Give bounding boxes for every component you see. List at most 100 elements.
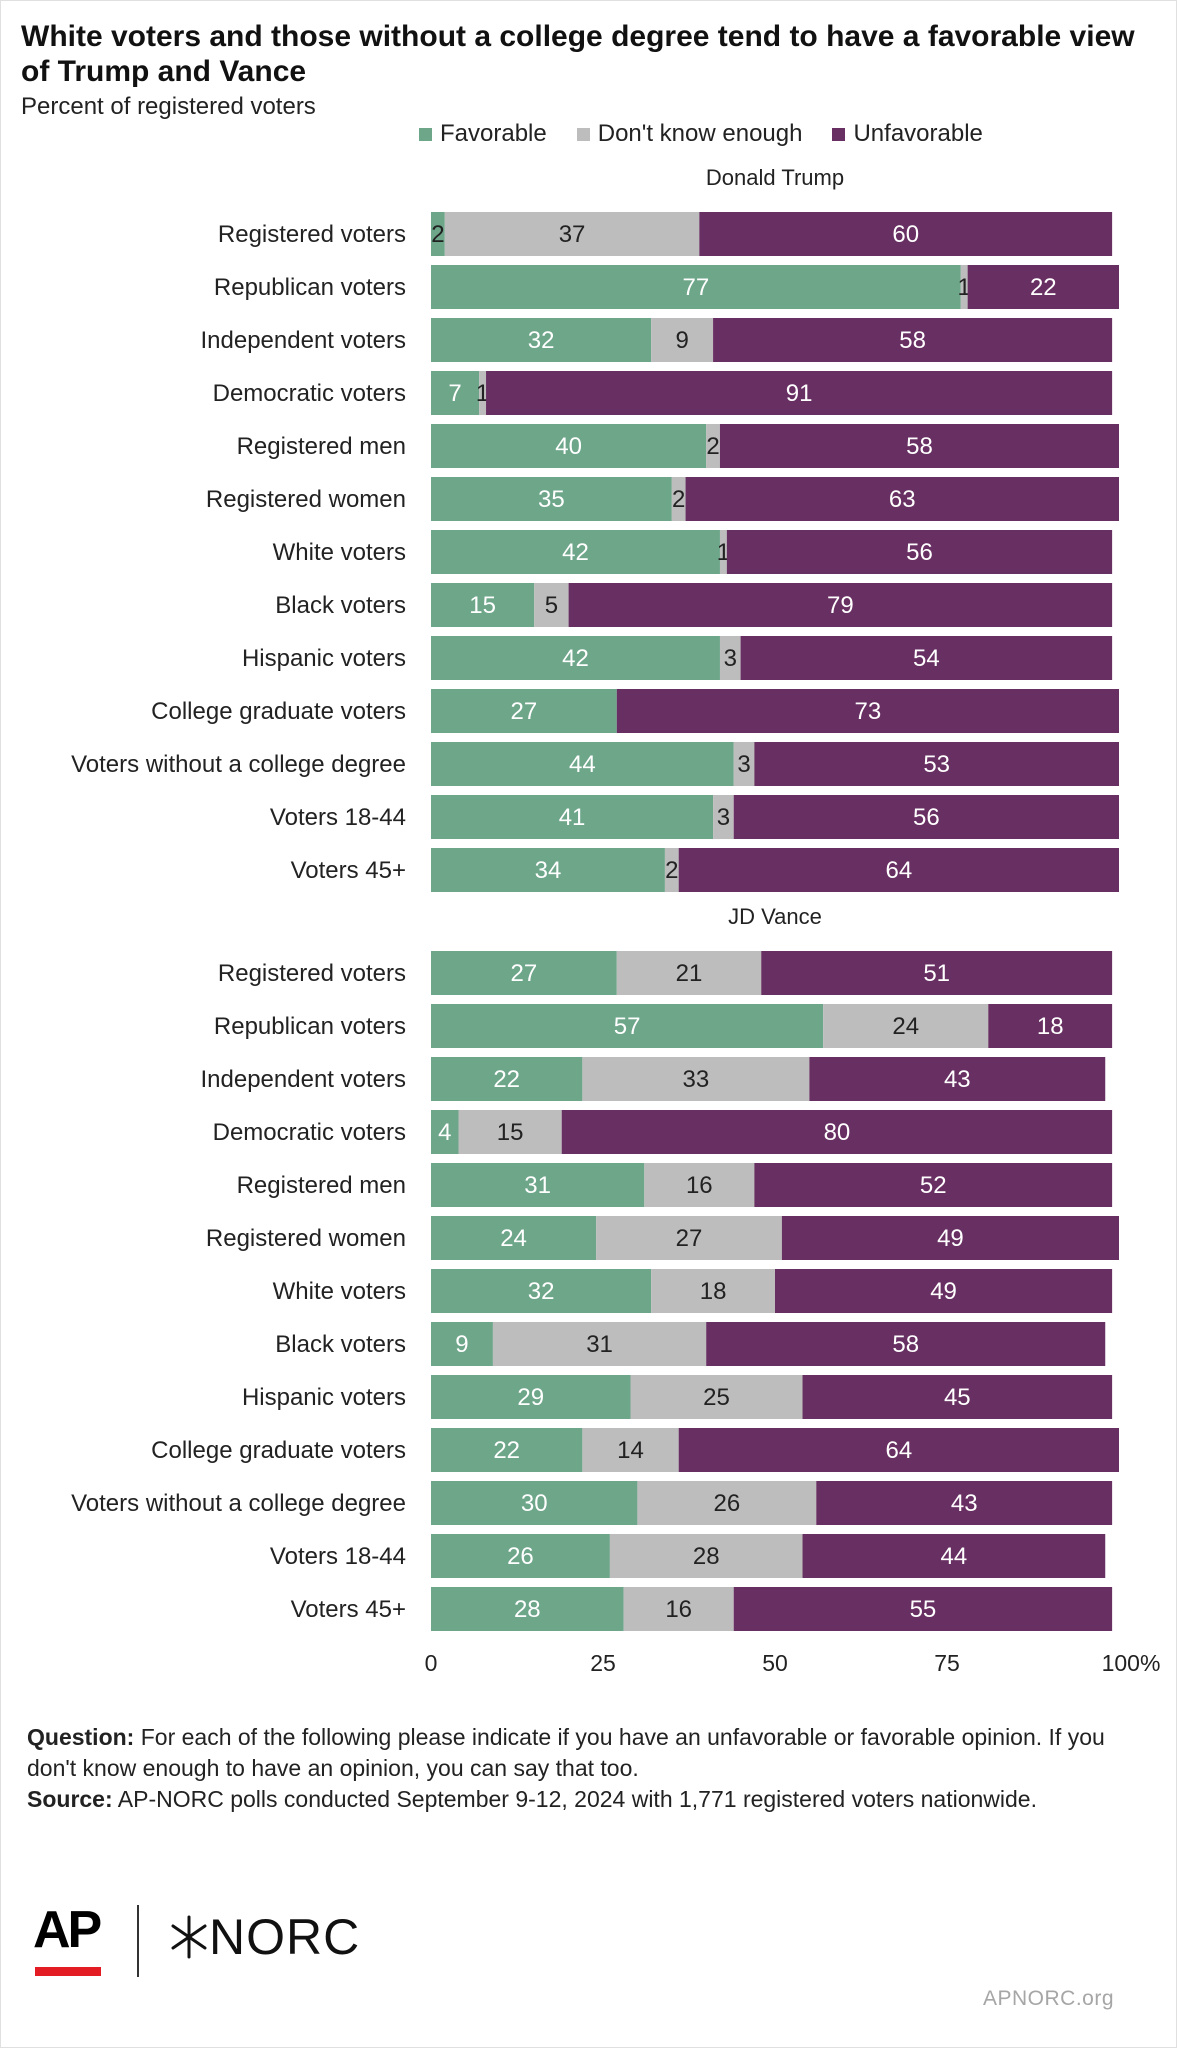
legend-item-unfavorable: Unfavorable bbox=[832, 120, 983, 148]
bar-segment-unfavorable bbox=[726, 530, 1113, 574]
data-label-unfavorable: 58 bbox=[899, 327, 926, 354]
data-label-don-t-know-enough: 16 bbox=[686, 1172, 713, 1199]
chart-title: White voters and those without a college… bbox=[21, 20, 1135, 88]
bar-segment-favorable bbox=[431, 318, 652, 362]
bar-segment-favorable bbox=[431, 1534, 610, 1578]
source-label: Source: bbox=[27, 1786, 113, 1812]
source-note: Source: AP-NORC polls conducted Septembe… bbox=[27, 1784, 1137, 1815]
data-label-don-t-know-enough: 2 bbox=[672, 486, 685, 513]
legend-swatch-unfavorable bbox=[832, 127, 846, 141]
data-label-favorable: 41 bbox=[559, 804, 586, 831]
data-label-favorable: 42 bbox=[562, 645, 589, 672]
bar-segment-unfavorable bbox=[733, 795, 1119, 839]
category-label-jd-vance: Democratic voters bbox=[213, 1119, 406, 1146]
data-label-unfavorable: 80 bbox=[824, 1119, 851, 1146]
bar-segment-don-t-know-enough bbox=[719, 530, 727, 574]
data-label-favorable: 9 bbox=[455, 1331, 468, 1358]
bar-segment-favorable bbox=[431, 1057, 583, 1101]
category-label-jd-vance: College graduate voters bbox=[151, 1437, 406, 1464]
category-label-donald-trump: Democratic voters bbox=[213, 380, 406, 407]
category-label-jd-vance: Voters 45+ bbox=[291, 1596, 406, 1623]
chart-notes: Question: For each of the following plea… bbox=[27, 1722, 1137, 1815]
x-tick-label: 100% bbox=[1102, 1650, 1161, 1676]
bar-segment-don-t-know-enough bbox=[582, 1057, 810, 1101]
data-label-favorable: 29 bbox=[517, 1384, 544, 1411]
bar-segment-don-t-know-enough bbox=[823, 1004, 989, 1048]
data-label-unfavorable: 73 bbox=[855, 698, 882, 725]
data-label-don-t-know-enough: 33 bbox=[683, 1066, 710, 1093]
data-label-don-t-know-enough: 18 bbox=[700, 1278, 727, 1305]
data-label-don-t-know-enough: 24 bbox=[892, 1013, 919, 1040]
category-label-donald-trump: Registered voters bbox=[218, 221, 406, 248]
bar-segment-unfavorable bbox=[988, 1004, 1113, 1048]
bar-segment-don-t-know-enough bbox=[609, 1534, 803, 1578]
data-label-favorable: 27 bbox=[511, 698, 538, 725]
category-label-jd-vance: White voters bbox=[273, 1278, 406, 1305]
data-label-unfavorable: 64 bbox=[885, 1437, 912, 1464]
data-label-don-t-know-enough: 2 bbox=[706, 433, 719, 460]
logo-divider bbox=[137, 1905, 139, 1977]
bar-segment-unfavorable bbox=[809, 1057, 1106, 1101]
bar-segment-unfavorable bbox=[719, 424, 1119, 468]
data-label-don-t-know-enough: 1 bbox=[717, 539, 730, 566]
bar-segment-unfavorable bbox=[967, 265, 1119, 309]
bar-segment-don-t-know-enough bbox=[733, 742, 755, 786]
data-label-unfavorable: 18 bbox=[1037, 1013, 1064, 1040]
bar-segment-don-t-know-enough bbox=[444, 212, 700, 256]
data-label-don-t-know-enough: 9 bbox=[675, 327, 688, 354]
bar-segment-don-t-know-enough bbox=[637, 1481, 817, 1525]
data-label-favorable: 26 bbox=[507, 1543, 534, 1570]
bar-segment-favorable bbox=[431, 424, 707, 468]
bar-segment-favorable bbox=[431, 689, 617, 733]
category-label-jd-vance: Republican voters bbox=[214, 1013, 406, 1040]
data-label-unfavorable: 63 bbox=[889, 486, 916, 513]
data-label-favorable: 35 bbox=[538, 486, 565, 513]
category-label-donald-trump: Hispanic voters bbox=[242, 645, 406, 672]
category-label-donald-trump: White voters bbox=[273, 539, 406, 566]
data-label-favorable: 28 bbox=[514, 1596, 541, 1623]
category-label-jd-vance: Registered women bbox=[206, 1225, 406, 1252]
bar-segment-unfavorable bbox=[733, 1587, 1113, 1631]
category-label-jd-vance: Independent voters bbox=[201, 1066, 407, 1093]
data-label-don-t-know-enough: 28 bbox=[693, 1543, 720, 1570]
bar-segment-don-t-know-enough bbox=[706, 424, 720, 468]
data-label-don-t-know-enough: 21 bbox=[676, 960, 703, 987]
data-label-favorable: 40 bbox=[555, 433, 582, 460]
bar-segment-favorable bbox=[431, 795, 714, 839]
bar-segment-favorable bbox=[431, 477, 672, 521]
category-label-donald-trump: Black voters bbox=[275, 592, 406, 619]
bar-segment-don-t-know-enough bbox=[664, 848, 679, 892]
data-label-don-t-know-enough: 3 bbox=[717, 804, 730, 831]
data-label-don-t-know-enough: 37 bbox=[559, 221, 586, 248]
data-label-don-t-know-enough: 27 bbox=[676, 1225, 703, 1252]
ap-logo-text: AP bbox=[33, 1901, 102, 1959]
data-label-unfavorable: 52 bbox=[920, 1172, 947, 1199]
bar-segment-don-t-know-enough bbox=[534, 583, 569, 627]
bar-segment-favorable bbox=[431, 636, 720, 680]
bar-segment-unfavorable bbox=[754, 742, 1119, 786]
bar-segment-unfavorable bbox=[486, 371, 1113, 415]
bar-segment-favorable bbox=[431, 212, 445, 256]
bar-segment-unfavorable bbox=[678, 1428, 1119, 1472]
norc-logo-text: NORC bbox=[209, 1909, 361, 1965]
bar-segment-don-t-know-enough bbox=[582, 1428, 679, 1472]
ap-logo: AP bbox=[33, 1901, 103, 1979]
bar-segment-favorable bbox=[431, 530, 720, 574]
bar-segment-favorable bbox=[431, 1004, 824, 1048]
data-label-favorable: 34 bbox=[535, 857, 562, 884]
chart-subtitle: Percent of registered voters bbox=[21, 93, 316, 120]
data-label-don-t-know-enough: 1 bbox=[958, 274, 971, 301]
bar-segment-unfavorable bbox=[802, 1375, 1113, 1419]
data-label-don-t-know-enough: 15 bbox=[497, 1119, 524, 1146]
category-label-jd-vance: Registered voters bbox=[218, 960, 406, 987]
panel-title-jd-vance: JD Vance bbox=[728, 904, 822, 929]
data-label-unfavorable: 56 bbox=[913, 804, 940, 831]
x-tick-label: 50 bbox=[762, 1650, 788, 1676]
bar-segment-unfavorable bbox=[802, 1534, 1106, 1578]
data-label-unfavorable: 56 bbox=[906, 539, 933, 566]
panel-title-donald-trump: Donald Trump bbox=[706, 165, 844, 190]
legend-item-dont-know: Don't know enough bbox=[576, 120, 802, 148]
question-note: Question: For each of the following plea… bbox=[27, 1722, 1137, 1784]
